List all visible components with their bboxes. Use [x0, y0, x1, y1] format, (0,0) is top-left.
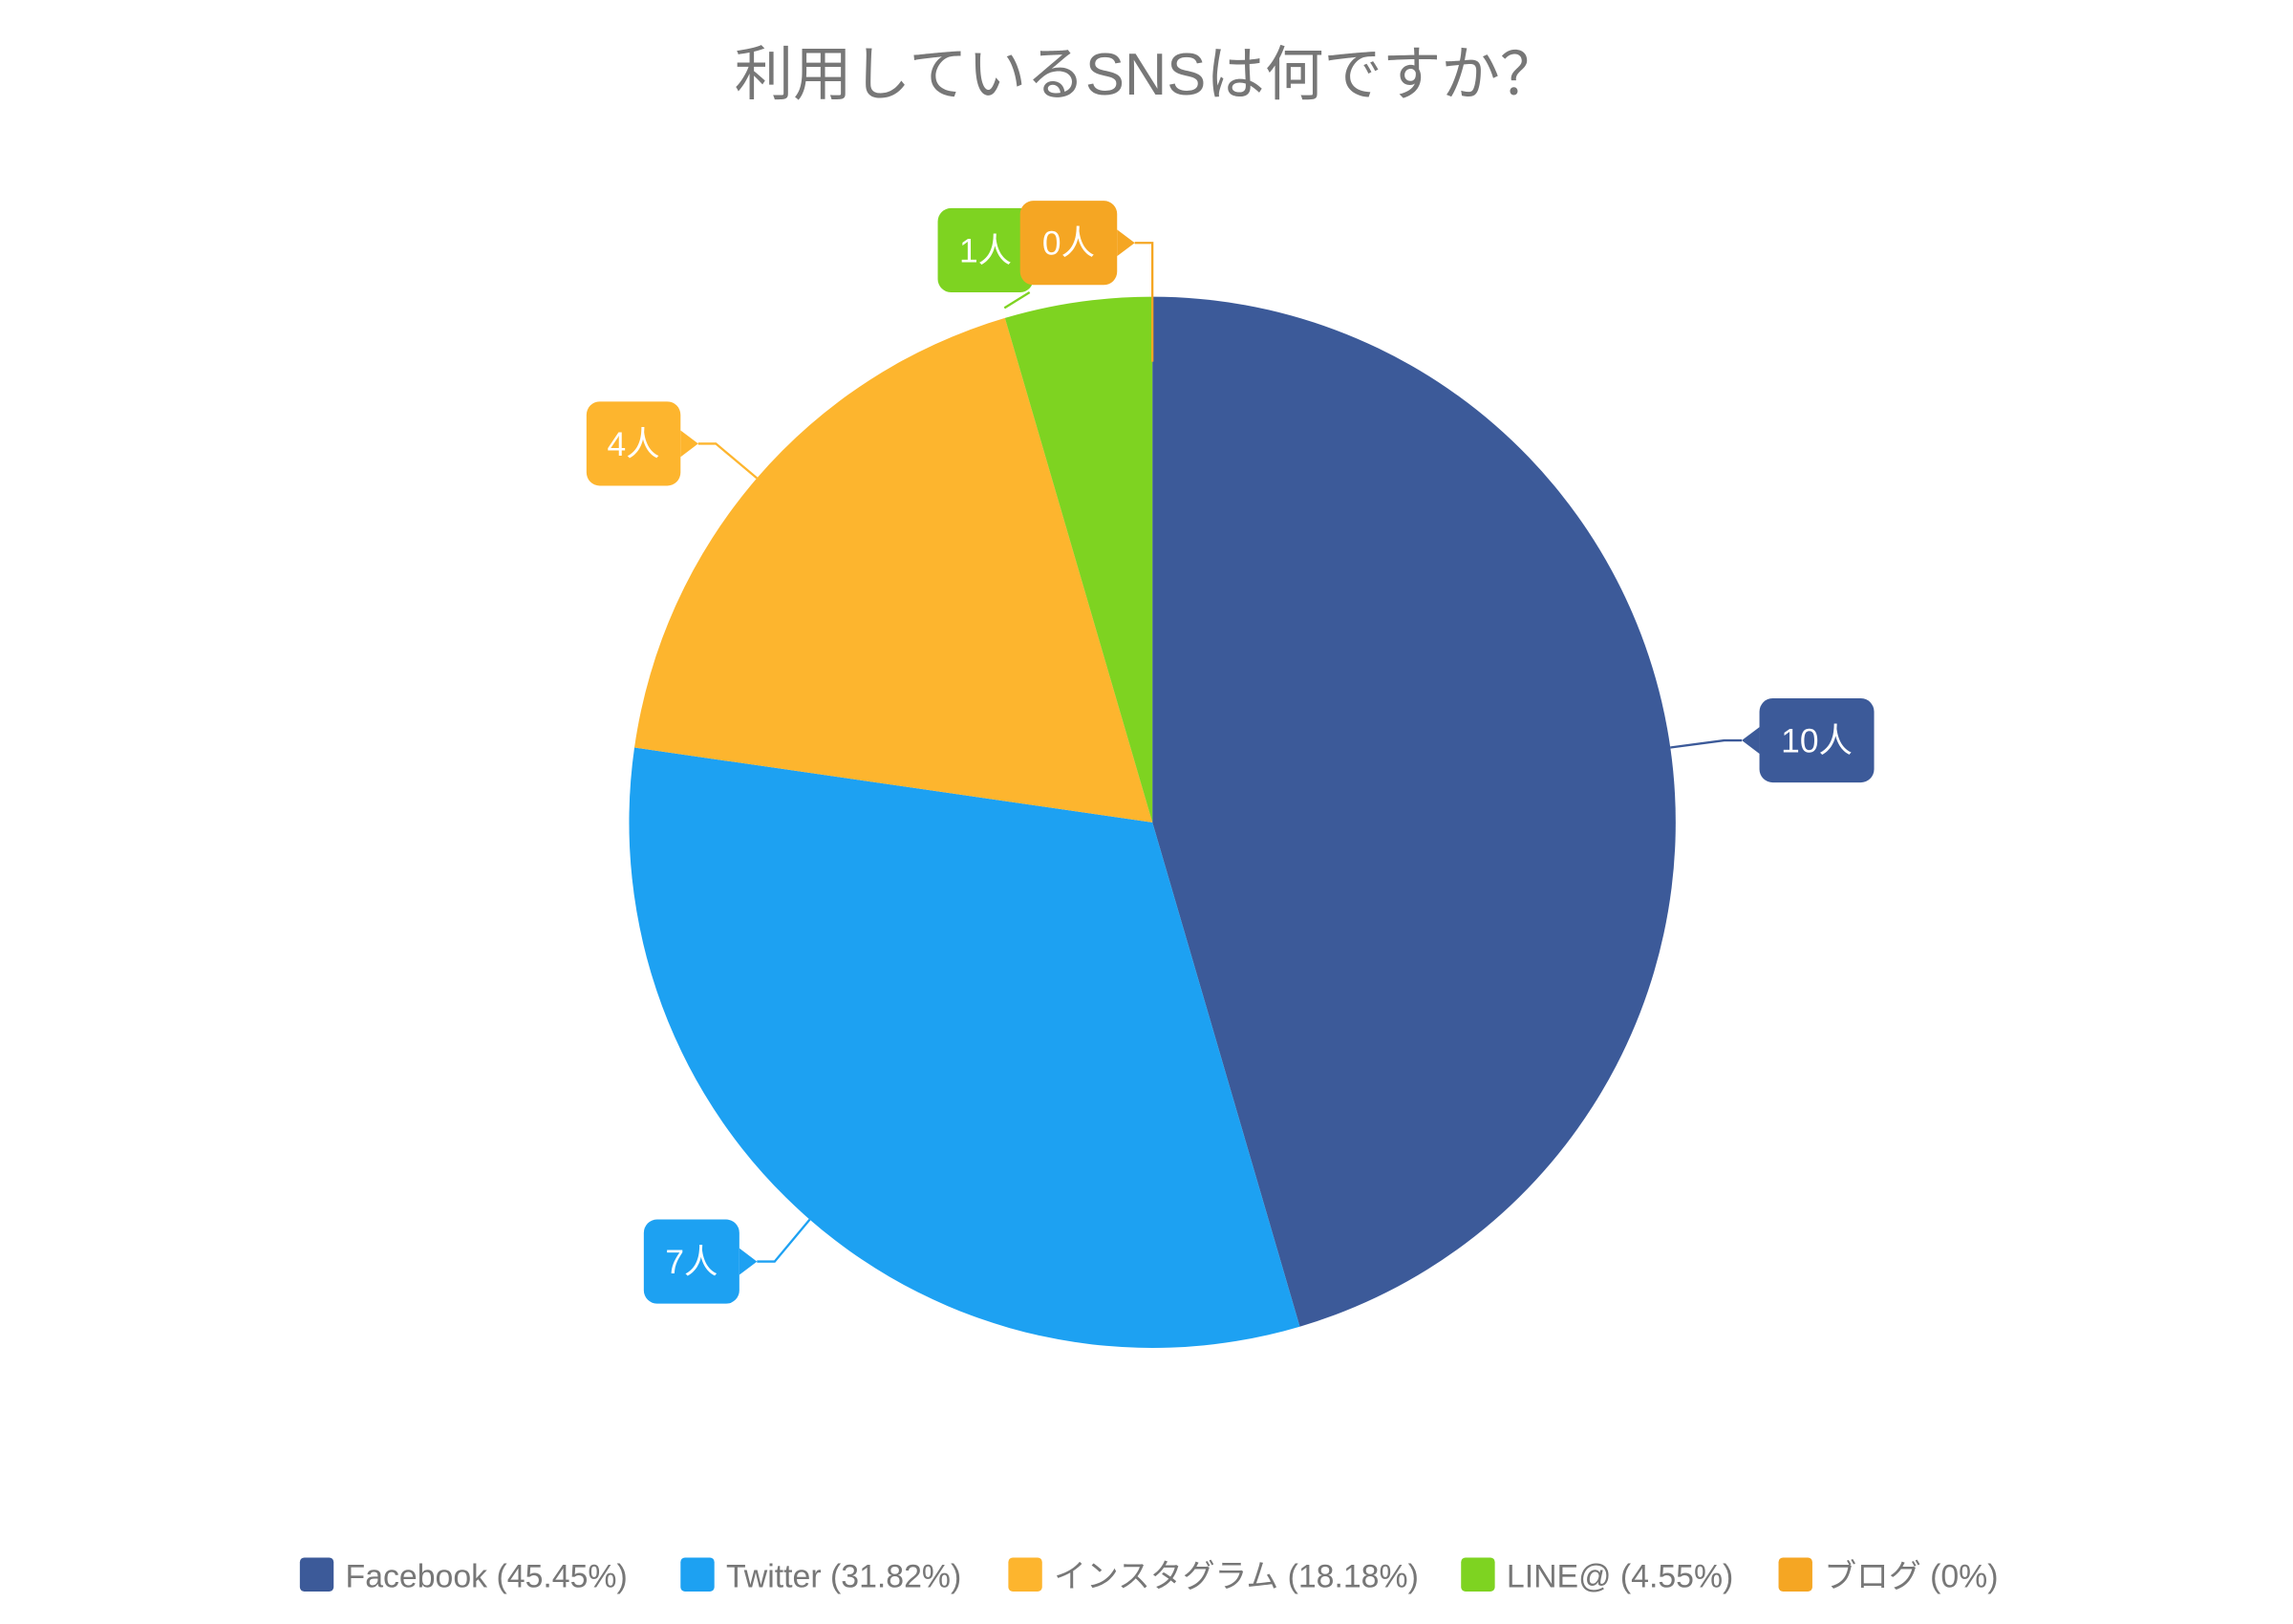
legend-label-3: LINE@ (4.55%) — [1507, 1558, 1733, 1594]
legend-swatch-2 — [1008, 1557, 1042, 1592]
legend-label-0: Facebook (45.45%) — [346, 1558, 628, 1594]
label-connector-3 — [1003, 291, 1031, 310]
legend-swatch-4 — [1778, 1557, 1812, 1592]
label-connector-4 — [1134, 242, 1154, 362]
pie-slice-3[interactable] — [1004, 296, 1153, 823]
pie-slice-1[interactable] — [629, 747, 1300, 1349]
legend-item-1[interactable]: Twitter (31.82%) — [680, 1557, 961, 1594]
label-connector-1 — [757, 1218, 811, 1263]
legend-label-1: Twitter (31.82%) — [726, 1558, 961, 1594]
legend-label-4: ブログ (0%) — [1824, 1558, 1998, 1594]
legend-item-2[interactable]: インスタグラム (18.18%) — [1008, 1557, 1419, 1594]
legend-swatch-1 — [680, 1557, 715, 1592]
pie-slice-0[interactable] — [1152, 296, 1676, 1327]
data-label-box-3 — [937, 207, 1034, 292]
chart-title: 利用しているSNSは何ですか？ — [735, 42, 1559, 108]
pie-slice-2[interactable] — [634, 317, 1153, 823]
data-label-pointer-4 — [1117, 229, 1135, 257]
label-connector-2 — [697, 442, 758, 480]
data-label-2: 4人 — [608, 425, 660, 463]
data-label-4: 0人 — [1042, 224, 1095, 263]
data-label-box-4 — [1019, 201, 1118, 286]
data-label-3: 1人 — [959, 231, 1012, 269]
data-label-pointer-0 — [1742, 727, 1760, 754]
legend-item-4[interactable]: ブログ (0%) — [1778, 1557, 1999, 1594]
data-label-box-2 — [586, 401, 681, 486]
label-connector-0 — [1670, 738, 1743, 749]
data-label-1: 7人 — [665, 1243, 718, 1281]
data-label-0: 10人 — [1781, 721, 1853, 759]
legend-label-2: インスタグラム (18.18%) — [1054, 1558, 1419, 1594]
data-label-box-1 — [643, 1219, 739, 1304]
legend-swatch-0 — [299, 1557, 334, 1592]
legend-item-0[interactable]: Facebook (45.45%) — [299, 1557, 628, 1594]
data-label-box-0 — [1759, 698, 1875, 783]
legend-swatch-3 — [1461, 1557, 1495, 1592]
legend-item-3[interactable]: LINE@ (4.55%) — [1461, 1557, 1733, 1594]
data-label-pointer-1 — [739, 1248, 758, 1275]
data-label-pointer-2 — [680, 430, 698, 458]
